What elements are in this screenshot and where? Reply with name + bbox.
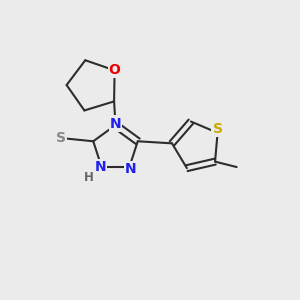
Text: N: N xyxy=(94,160,106,174)
Text: N: N xyxy=(125,162,136,176)
Text: H: H xyxy=(84,170,94,184)
Text: O: O xyxy=(109,63,121,77)
Text: S: S xyxy=(56,131,66,145)
Text: S: S xyxy=(213,122,223,136)
Text: N: N xyxy=(110,117,121,130)
